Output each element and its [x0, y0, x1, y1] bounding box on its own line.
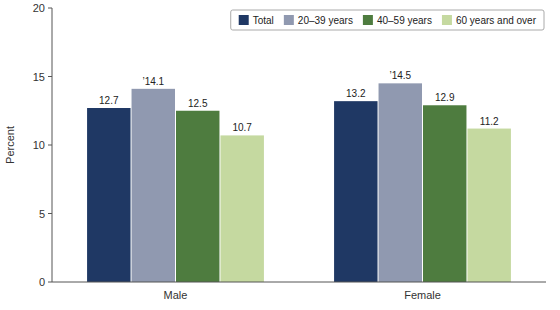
- data-label: 12.7: [99, 95, 119, 106]
- y-tick: [48, 282, 52, 283]
- data-label: ’14.1: [142, 76, 164, 87]
- legend: Total 20–39 years 40–59 years 60 years and …: [231, 10, 544, 30]
- y-tick: [48, 76, 52, 77]
- legend-label: 20–39 years: [298, 15, 353, 26]
- bars: [87, 83, 511, 282]
- legend-swatch: [284, 15, 294, 25]
- x-tick-label: Male: [164, 289, 188, 301]
- bar: [220, 135, 263, 282]
- bar: [467, 129, 510, 282]
- y-axis-label: Percent: [4, 126, 16, 164]
- legend-label: 60 years and over: [456, 15, 537, 26]
- legend-swatch: [442, 15, 452, 25]
- legend-swatch: [239, 15, 249, 25]
- y-tick-label: 15: [33, 71, 45, 83]
- legend-frame: [231, 10, 544, 30]
- data-label: ’14.5: [389, 70, 411, 81]
- data-labels: 12.7 ’14.1 12.5 10.7 13.2 ’14.5 12.9 11.2: [99, 70, 499, 133]
- bar: [334, 101, 377, 282]
- bar: [132, 89, 175, 282]
- x-tick-label: Female: [404, 289, 441, 301]
- data-label: 12.9: [435, 92, 455, 103]
- data-label: 11.2: [480, 116, 499, 127]
- legend-label: 40–59 years: [377, 15, 432, 26]
- y-tick-label: 10: [33, 139, 45, 151]
- bar: [379, 83, 422, 282]
- x-axis-line: [52, 282, 546, 283]
- bar: [176, 111, 219, 282]
- y-tick: [48, 213, 52, 214]
- y-tick-label: 0: [39, 276, 45, 288]
- data-label: 13.2: [346, 88, 366, 99]
- legend-swatch: [363, 15, 373, 25]
- bar: [87, 108, 130, 282]
- bar: [423, 105, 466, 282]
- legend-label: Total: [253, 15, 274, 26]
- y-tick: [48, 145, 52, 146]
- data-label: 10.7: [232, 122, 252, 133]
- data-label: 12.5: [188, 98, 208, 109]
- chart: 12.7 ’14.1 12.5 10.7 13.2 ’14.5 12.9 11.2 0 5 10 15…: [0, 0, 560, 310]
- y-tick: [48, 8, 52, 9]
- y-tick-label: 20: [33, 2, 45, 14]
- y-tick-label: 5: [39, 208, 45, 220]
